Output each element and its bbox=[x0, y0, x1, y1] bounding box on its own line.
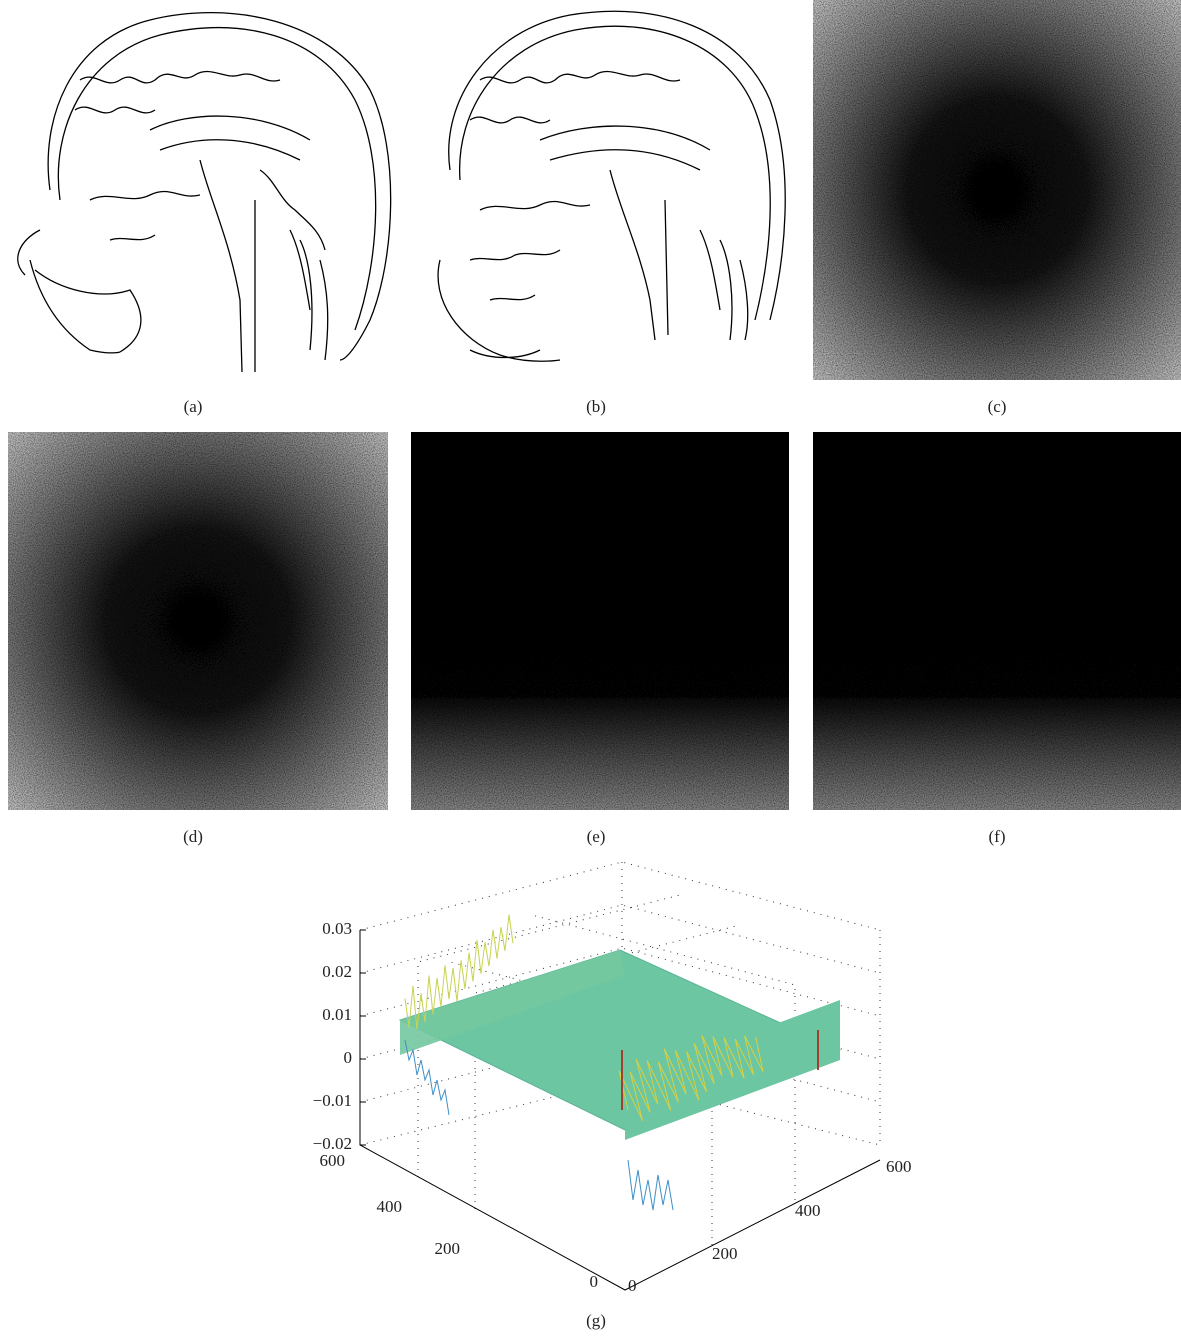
spectrum-image-e bbox=[411, 432, 789, 810]
right-tick-label: 200 bbox=[712, 1244, 738, 1263]
z-tick-label: 0.03 bbox=[322, 919, 352, 938]
edge-image-b bbox=[437, 10, 786, 362]
z-tick-label: −0.02 bbox=[313, 1134, 352, 1153]
right-tick-label: 400 bbox=[795, 1201, 821, 1220]
left-tick-label: 400 bbox=[377, 1197, 403, 1216]
left-tick-label: 0 bbox=[590, 1272, 599, 1291]
spectrum-image-f bbox=[813, 432, 1181, 810]
caption: (g) bbox=[586, 1311, 606, 1330]
caption: (a) bbox=[184, 397, 203, 416]
right-tick-label: 600 bbox=[886, 1157, 912, 1176]
caption: (e) bbox=[587, 827, 606, 846]
caption: (c) bbox=[988, 397, 1007, 416]
z-tick-label: 0 bbox=[344, 1048, 353, 1067]
surface-plot bbox=[359, 861, 881, 1291]
z-tick-label: 0.01 bbox=[322, 1005, 352, 1024]
caption: (f) bbox=[989, 827, 1006, 846]
caption: (b) bbox=[586, 397, 606, 416]
caption: (d) bbox=[183, 827, 203, 846]
z-tick-label: −0.01 bbox=[313, 1091, 352, 1110]
spectrum-image-d bbox=[8, 432, 388, 810]
right-tick-label: 0 bbox=[628, 1276, 637, 1295]
edge-image-a bbox=[17, 12, 392, 373]
spectrum-image-c bbox=[813, 0, 1181, 380]
left-tick-label: 200 bbox=[435, 1239, 461, 1258]
z-tick-label: 0.02 bbox=[322, 962, 352, 981]
left-tick-label: 600 bbox=[320, 1151, 346, 1170]
